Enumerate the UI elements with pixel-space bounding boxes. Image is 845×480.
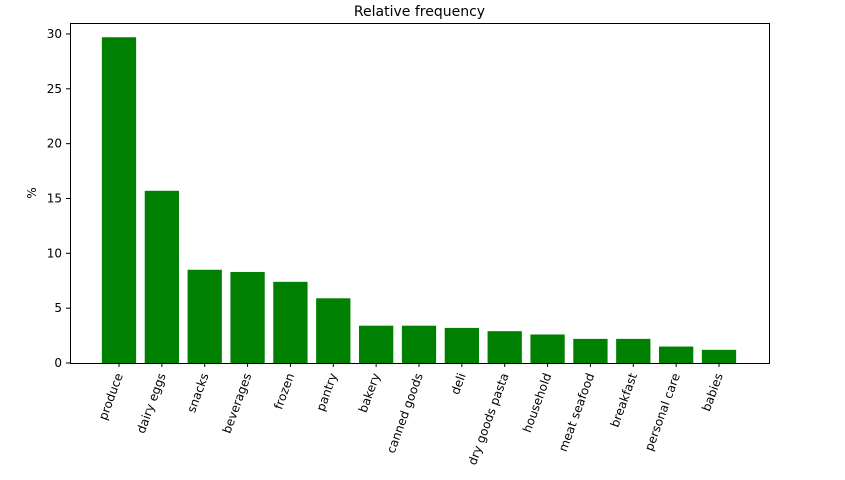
x-tick-label: babies — [699, 371, 726, 413]
x-tick-label: produce — [96, 371, 126, 422]
x-tick-label: snacks — [184, 371, 211, 414]
y-tick-label: 20 — [47, 137, 62, 151]
x-axis-ticks: produce dairy eggs snacks beverages frozen pa… — [96, 363, 726, 467]
bar-beverages — [230, 271, 265, 363]
bars-group — [101, 37, 737, 364]
bar-canned-goods — [401, 325, 437, 363]
y-tick-label: 5 — [54, 301, 62, 315]
bar-snacks — [187, 269, 222, 363]
plot-frame — [70, 23, 770, 364]
x-tick-label: dry goods pasta — [465, 371, 511, 467]
chart-title: Relative frequency — [354, 4, 485, 20]
x-tick-label: frozen — [271, 371, 297, 411]
x-tick-label: meat seafood — [556, 371, 597, 453]
y-tick-label: 0 — [54, 356, 62, 370]
x-tick-label: bakery — [356, 371, 383, 414]
bar-meat-seafood — [573, 338, 608, 363]
x-tick-label: personal care — [642, 371, 683, 453]
bar-babies — [701, 349, 737, 363]
bar-personal-care — [659, 346, 694, 363]
bar-breakfast — [616, 338, 651, 363]
x-tick-label: canned goods — [384, 371, 426, 455]
x-tick-label: dairy eggs — [134, 371, 169, 435]
x-tick-label: pantry — [313, 371, 340, 413]
x-tick-label: beverages — [220, 371, 255, 435]
y-axis-label: % — [25, 187, 39, 198]
bar-dairy-eggs — [144, 190, 179, 363]
y-tick-label: 10 — [47, 246, 62, 260]
bar-deli — [444, 327, 479, 363]
y-tick-label: 25 — [47, 82, 62, 96]
x-tick-label: household — [520, 371, 554, 434]
bar-pantry — [316, 298, 351, 363]
bar-dry-goods-pasta — [487, 331, 522, 363]
y-axis-ticks: 0 5 10 15 20 25 30 — [47, 27, 70, 370]
bar-bakery — [359, 325, 394, 363]
y-tick-label: 15 — [47, 191, 62, 205]
bar-frozen — [273, 281, 308, 363]
bar-produce — [101, 37, 137, 364]
x-tick-label: breakfast — [608, 371, 641, 429]
y-tick-label: 30 — [47, 27, 62, 41]
bar-household — [530, 334, 565, 363]
x-tick-label: deli — [448, 371, 469, 396]
